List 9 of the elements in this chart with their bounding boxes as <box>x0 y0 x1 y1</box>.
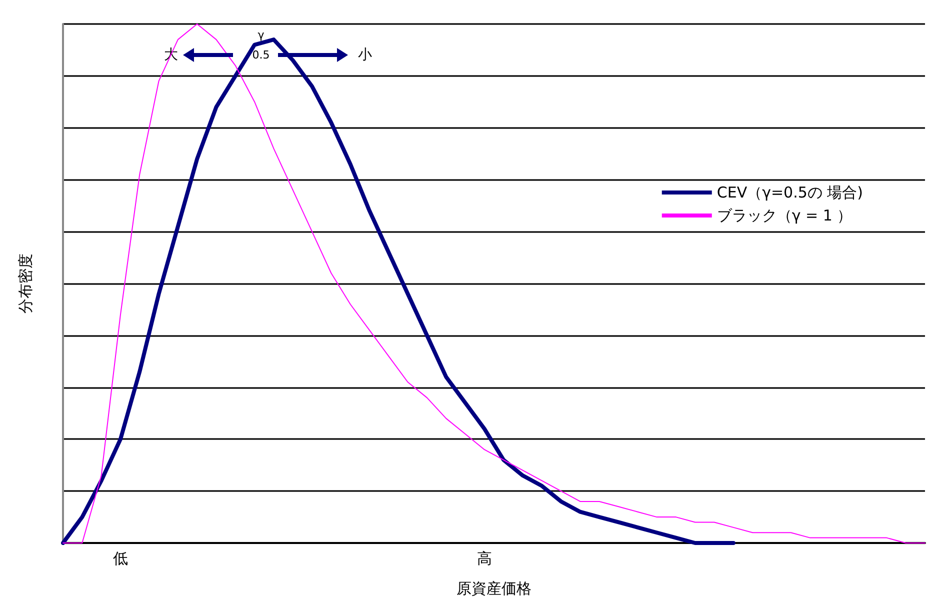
annotation: 0.5 <box>252 48 270 62</box>
y-axis-title: 分布密度 <box>16 254 34 314</box>
x-tick-label: 高 <box>476 550 492 568</box>
x-tick-label: 低 <box>112 550 128 568</box>
annotation: γ <box>258 28 265 42</box>
x-axis-title: 原資産価格 <box>456 580 532 598</box>
annotation: 小 <box>358 47 372 63</box>
legend-label: ブラック（γ = 1 ） <box>716 206 852 224</box>
legend-label: CEV（γ=0.5の 場合) <box>716 184 864 202</box>
